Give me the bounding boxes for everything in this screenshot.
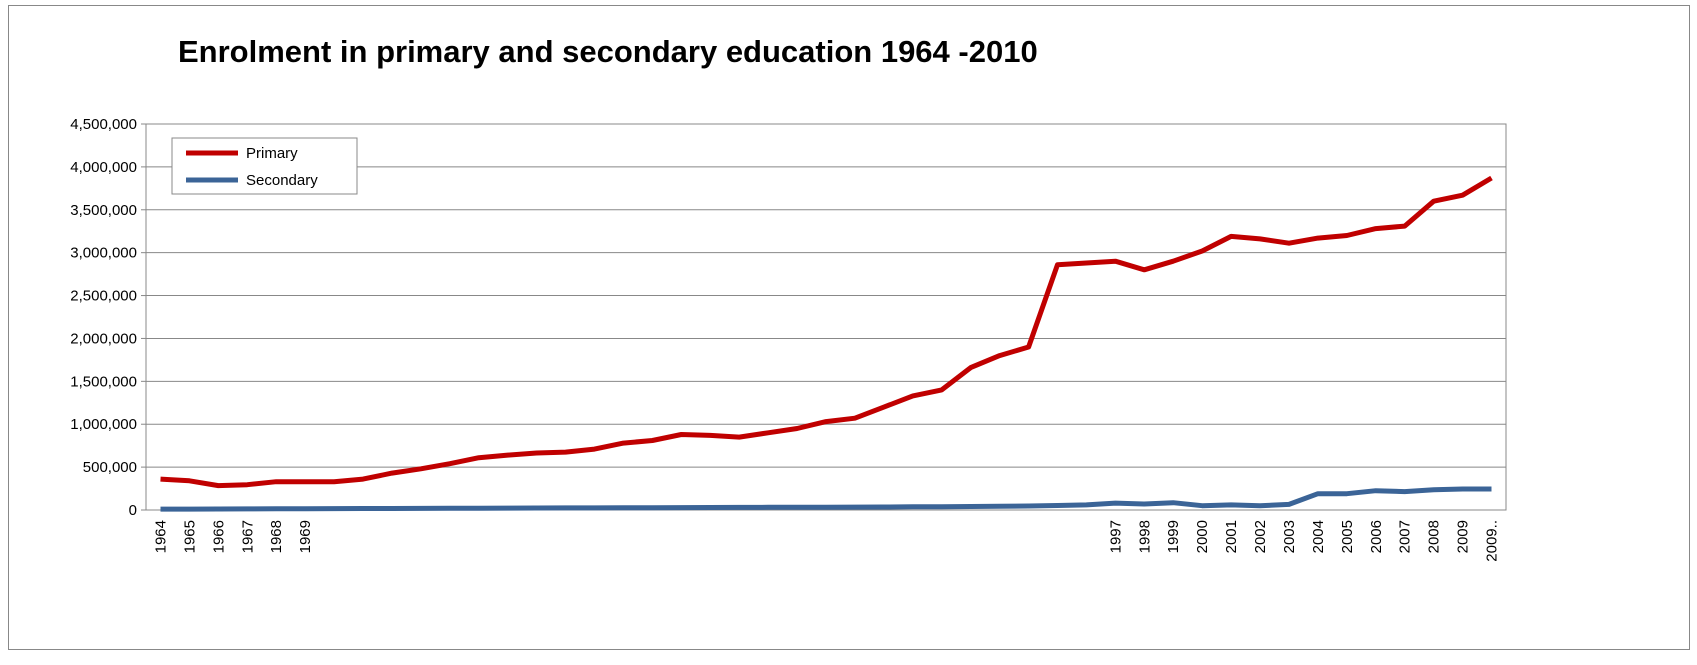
y-tick-label: 2,000,000 [70,330,137,347]
legend-label: Primary [246,145,298,162]
x-tick-label: 2001 [1223,520,1240,553]
y-tick-label: 500,000 [83,459,137,476]
x-tick-label: 2006 [1368,520,1385,553]
x-tick-label: 2007 [1397,520,1414,553]
y-tick-label: 2,500,000 [70,288,137,305]
chart-title: Enrolment in primary and secondary educa… [178,34,1038,69]
x-tick-label: 1997 [1107,520,1124,553]
y-tick-label: 4,500,000 [70,116,137,133]
y-tick-label: 3,500,000 [70,202,137,219]
x-tick-label: 1999 [1165,520,1182,553]
x-tick-label: 1968 [268,520,285,553]
legend-box [171,137,358,195]
y-tick-label: 1,000,000 [70,416,137,433]
y-tick-label: 0 [129,502,137,519]
series-line [160,486,1492,512]
legend-label: Secondary [246,172,318,189]
x-tick-label: 1965 [181,520,198,553]
x-tick-label: 2002 [1252,520,1269,553]
x-tick-label: 1969 [297,520,314,553]
x-tick-label: 2009.. [1484,520,1501,562]
series-line [160,175,1493,489]
x-tick-label: 2000 [1194,520,1211,553]
x-tick-label: 2008 [1426,520,1443,553]
y-tick-label: 1,500,000 [70,373,137,390]
x-tick-label: 1966 [210,520,227,553]
x-tick-label: 2003 [1281,520,1298,553]
x-tick-label: 2009 [1455,520,1472,553]
plot-area [145,123,1507,511]
x-tick-label: 2004 [1310,520,1327,553]
x-tick-label: 2005 [1339,520,1356,553]
x-tick-label: 1967 [239,520,256,553]
y-tick-label: 3,000,000 [70,245,137,262]
x-tick-label: 1998 [1136,520,1153,553]
y-tick-label: 4,000,000 [70,159,137,176]
x-tick-label: 1964 [152,520,169,553]
